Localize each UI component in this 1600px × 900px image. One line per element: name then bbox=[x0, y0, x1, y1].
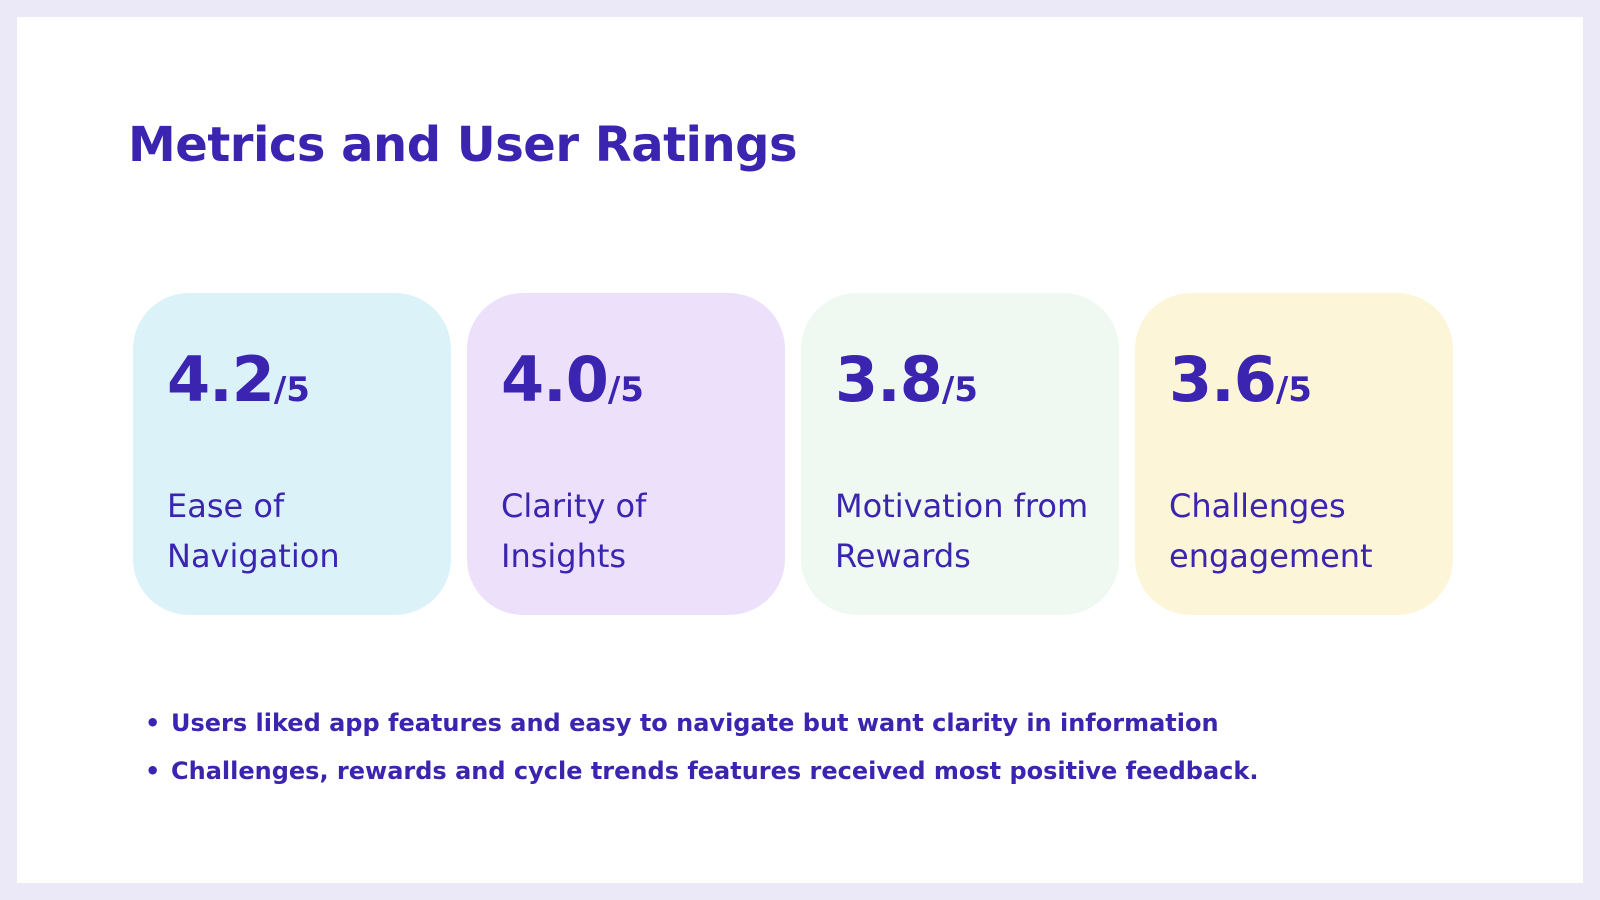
score-max: /5 bbox=[1275, 370, 1312, 410]
metric-label: Clarity of Insights bbox=[501, 487, 647, 575]
slide: Metrics and User Ratings 4.2/5 Ease of N… bbox=[17, 17, 1583, 883]
bullet-dot-icon: • bbox=[145, 757, 161, 785]
metric-score: 4.2/5 bbox=[167, 343, 310, 416]
score-max: /5 bbox=[607, 370, 644, 410]
score-value: 3.8 bbox=[835, 343, 943, 416]
metric-score: 3.6/5 bbox=[1169, 343, 1312, 416]
summary-bullets: • Users liked app features and easy to na… bbox=[145, 699, 1258, 795]
metric-label: Motivation from Rewards bbox=[835, 487, 1089, 575]
bullet-text: Users liked app features and easy to nav… bbox=[171, 709, 1219, 737]
metric-card-clarity-of-insights: 4.0/5 Clarity of Insights bbox=[467, 293, 785, 615]
metric-cards: 4.2/5 Ease of Navigation 4.0/5 Clarity o… bbox=[133, 293, 1453, 615]
metric-card-ease-of-navigation: 4.2/5 Ease of Navigation bbox=[133, 293, 451, 615]
metric-card-challenges-engagement: 3.6/5 Challenges engagement bbox=[1135, 293, 1453, 615]
metric-card-motivation-from-rewards: 3.8/5 Motivation from Rewards bbox=[801, 293, 1119, 615]
page-title: Metrics and User Ratings bbox=[128, 117, 798, 173]
metric-label: Ease of Navigation bbox=[167, 487, 340, 575]
score-value: 4.0 bbox=[501, 343, 609, 416]
bullet-text: Challenges, rewards and cycle trends fea… bbox=[171, 757, 1259, 785]
score-max: /5 bbox=[941, 370, 978, 410]
metric-score: 3.8/5 bbox=[835, 343, 978, 416]
bullet-item: • Challenges, rewards and cycle trends fe… bbox=[145, 747, 1258, 795]
score-max: /5 bbox=[273, 370, 310, 410]
score-value: 3.6 bbox=[1169, 343, 1277, 416]
bullet-item: • Users liked app features and easy to na… bbox=[145, 699, 1258, 747]
score-value: 4.2 bbox=[167, 343, 275, 416]
bullet-dot-icon: • bbox=[145, 709, 161, 737]
metric-label: Challenges engagement bbox=[1169, 487, 1373, 575]
metric-score: 4.0/5 bbox=[501, 343, 644, 416]
